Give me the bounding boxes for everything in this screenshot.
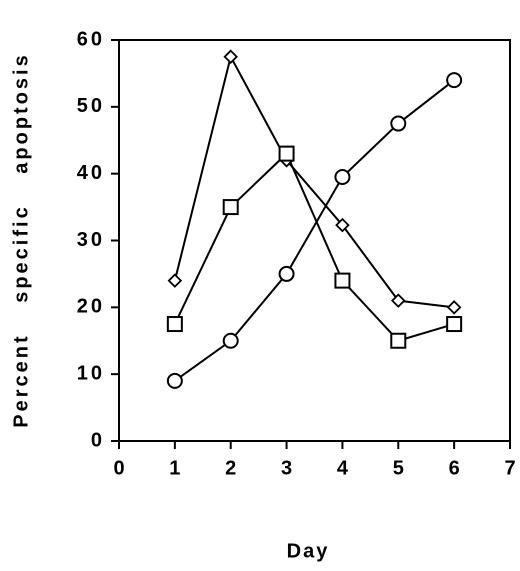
y-tick-label: 50 [77,95,105,117]
y-tick-label: 40 [77,162,105,184]
x-tick-label: 5 [393,457,404,479]
diamond-marker [335,217,350,233]
circle-marker [278,265,295,282]
x-tick-label: 4 [337,457,349,479]
x-axis-label: Day [287,540,330,562]
diamond-marker [223,49,238,64]
diamond-marker [391,293,406,308]
square-marker [222,199,239,216]
x-tick-label: 2 [225,457,236,479]
square-marker [390,332,407,349]
y-axis-label: Percent specific apoptosis [10,52,32,427]
diamond-marker [167,273,183,288]
x-tick-label: 7 [504,457,515,479]
series-line [173,53,455,309]
square-marker [278,145,295,162]
x-tick-label: 0 [113,457,124,479]
y-tick-label: 0 [91,429,105,451]
y-tick-label: 30 [77,229,105,251]
square-marker [446,316,463,333]
series-line [173,151,455,342]
circle-marker [334,169,351,186]
circle-marker [166,372,183,389]
y-tick-label: 60 [77,28,105,50]
circle-marker [390,115,407,132]
circle-marker [446,72,463,89]
square-marker [334,272,351,289]
x-tick-label: 1 [169,457,180,479]
series-line [174,79,455,382]
y-tick-label: 20 [77,296,105,318]
x-tick-label: 6 [449,457,460,479]
square-marker [166,316,183,333]
y-tick-label: 10 [77,362,105,384]
diamond-marker [446,300,462,315]
x-tick-label: 3 [281,457,292,479]
circle-marker [222,332,239,349]
